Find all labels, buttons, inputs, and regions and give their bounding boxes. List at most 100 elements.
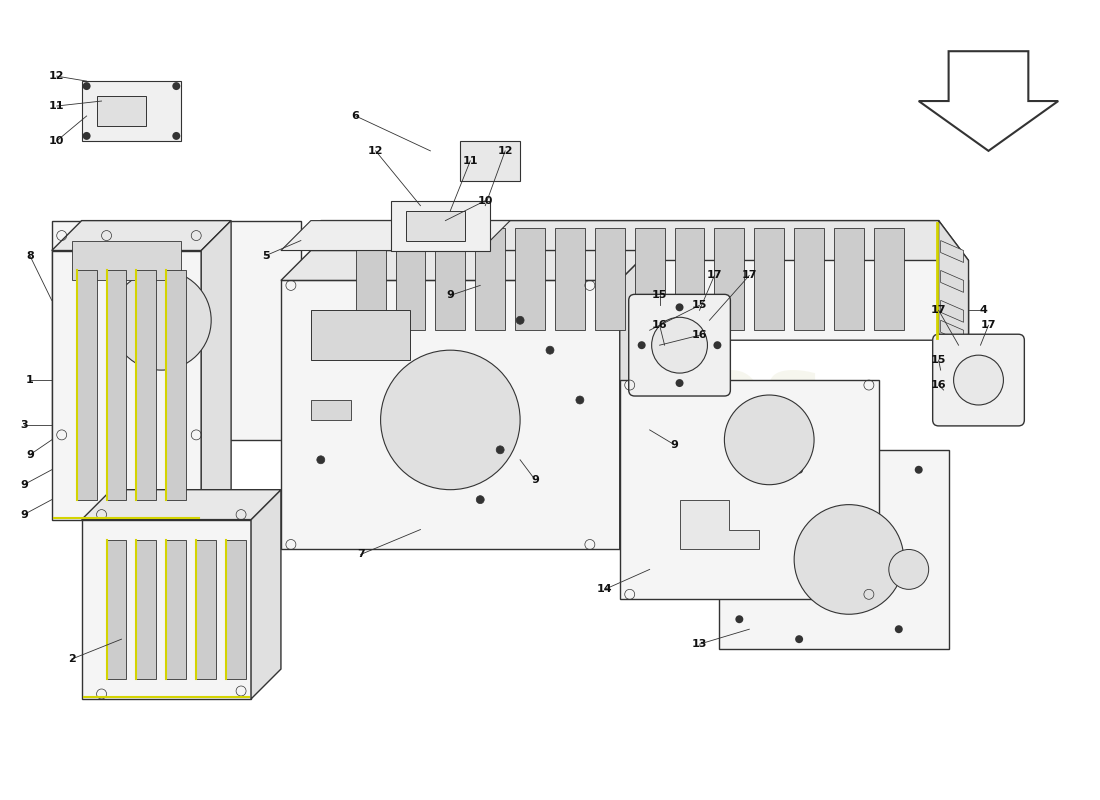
Circle shape xyxy=(746,466,754,474)
Text: 11: 11 xyxy=(50,101,65,111)
Circle shape xyxy=(82,82,90,90)
Polygon shape xyxy=(515,228,544,330)
Polygon shape xyxy=(81,490,280,519)
Polygon shape xyxy=(674,228,704,330)
Polygon shape xyxy=(940,300,964,322)
Polygon shape xyxy=(680,500,759,550)
Polygon shape xyxy=(938,221,968,340)
Text: 9: 9 xyxy=(20,480,28,490)
Text: 16: 16 xyxy=(652,320,668,330)
Polygon shape xyxy=(280,250,650,281)
Polygon shape xyxy=(166,539,186,679)
Circle shape xyxy=(476,496,484,504)
Polygon shape xyxy=(719,450,948,649)
Polygon shape xyxy=(475,228,505,330)
Polygon shape xyxy=(280,281,619,550)
Circle shape xyxy=(889,550,928,590)
Text: 3: 3 xyxy=(20,420,28,430)
Polygon shape xyxy=(280,221,510,250)
Circle shape xyxy=(317,456,324,464)
Polygon shape xyxy=(166,270,186,500)
Circle shape xyxy=(675,303,683,311)
Circle shape xyxy=(915,466,923,474)
Text: 15: 15 xyxy=(692,300,707,310)
Circle shape xyxy=(795,635,803,643)
Polygon shape xyxy=(72,241,182,281)
Text: 12: 12 xyxy=(50,71,65,81)
Text: 17: 17 xyxy=(981,320,997,330)
Text: 7: 7 xyxy=(356,550,364,559)
Text: 1: 1 xyxy=(26,375,34,385)
Polygon shape xyxy=(940,270,964,292)
Text: 9: 9 xyxy=(26,450,34,460)
Polygon shape xyxy=(81,519,251,699)
Circle shape xyxy=(381,350,520,490)
Polygon shape xyxy=(794,228,824,330)
Circle shape xyxy=(546,346,554,354)
Polygon shape xyxy=(201,221,231,519)
Text: 5: 5 xyxy=(262,250,270,261)
Polygon shape xyxy=(107,539,126,679)
Polygon shape xyxy=(396,228,426,330)
Circle shape xyxy=(894,626,903,633)
Polygon shape xyxy=(77,270,97,500)
Text: 8: 8 xyxy=(26,250,34,261)
Text: 9: 9 xyxy=(447,290,454,300)
Text: 16: 16 xyxy=(692,330,707,340)
Text: 17: 17 xyxy=(741,270,757,281)
Polygon shape xyxy=(52,250,201,519)
Polygon shape xyxy=(355,228,386,330)
Text: 2: 2 xyxy=(68,654,76,664)
Text: a passion for parts since 1985: a passion for parts since 1985 xyxy=(312,475,689,564)
Polygon shape xyxy=(595,228,625,330)
Text: 17: 17 xyxy=(706,270,723,281)
Polygon shape xyxy=(311,400,351,420)
Polygon shape xyxy=(107,270,126,500)
Circle shape xyxy=(954,355,1003,405)
Text: 4: 4 xyxy=(980,306,988,315)
Polygon shape xyxy=(321,221,968,261)
Polygon shape xyxy=(52,221,301,440)
Circle shape xyxy=(651,318,707,373)
Polygon shape xyxy=(136,270,156,500)
Text: 11: 11 xyxy=(462,156,478,166)
Text: 12: 12 xyxy=(367,146,384,156)
Circle shape xyxy=(82,132,90,140)
FancyBboxPatch shape xyxy=(933,334,1024,426)
Polygon shape xyxy=(834,228,864,330)
Polygon shape xyxy=(873,228,904,330)
Text: eluspares: eluspares xyxy=(276,351,824,449)
Circle shape xyxy=(795,466,803,474)
Polygon shape xyxy=(619,250,650,550)
Circle shape xyxy=(714,342,722,349)
Polygon shape xyxy=(436,228,465,330)
Circle shape xyxy=(496,446,504,454)
Text: 9: 9 xyxy=(531,474,539,485)
Polygon shape xyxy=(460,141,520,181)
Polygon shape xyxy=(940,320,964,342)
Polygon shape xyxy=(635,228,664,330)
Circle shape xyxy=(736,615,744,623)
Polygon shape xyxy=(52,221,231,250)
Text: 14: 14 xyxy=(597,584,613,594)
Text: 9: 9 xyxy=(20,510,28,520)
Polygon shape xyxy=(251,490,280,699)
Circle shape xyxy=(725,395,814,485)
Polygon shape xyxy=(556,228,585,330)
Polygon shape xyxy=(406,210,465,241)
Polygon shape xyxy=(321,221,968,340)
Text: 9: 9 xyxy=(671,440,679,450)
Polygon shape xyxy=(136,539,156,679)
Polygon shape xyxy=(390,201,491,250)
Text: 17: 17 xyxy=(931,306,946,315)
Polygon shape xyxy=(227,539,246,679)
Text: 15: 15 xyxy=(931,355,946,365)
Circle shape xyxy=(638,342,646,349)
Polygon shape xyxy=(81,81,182,141)
Text: 6: 6 xyxy=(352,111,360,121)
Text: 15: 15 xyxy=(652,290,668,300)
Polygon shape xyxy=(714,228,745,330)
Polygon shape xyxy=(196,539,217,679)
FancyBboxPatch shape xyxy=(629,294,730,396)
Polygon shape xyxy=(619,380,879,599)
